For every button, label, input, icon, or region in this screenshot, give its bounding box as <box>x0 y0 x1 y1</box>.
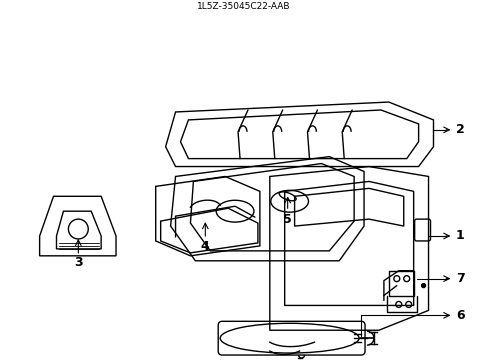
Text: 7: 7 <box>455 272 464 285</box>
Circle shape <box>421 284 425 288</box>
Text: 3: 3 <box>74 256 82 269</box>
Text: 4: 4 <box>201 240 209 253</box>
Text: 6: 6 <box>455 309 464 322</box>
Text: 1L5Z-35045C22-AAB: 1L5Z-35045C22-AAB <box>197 2 290 11</box>
Text: 1: 1 <box>455 229 464 243</box>
Text: 2: 2 <box>455 123 464 136</box>
Text: 5: 5 <box>283 213 291 226</box>
